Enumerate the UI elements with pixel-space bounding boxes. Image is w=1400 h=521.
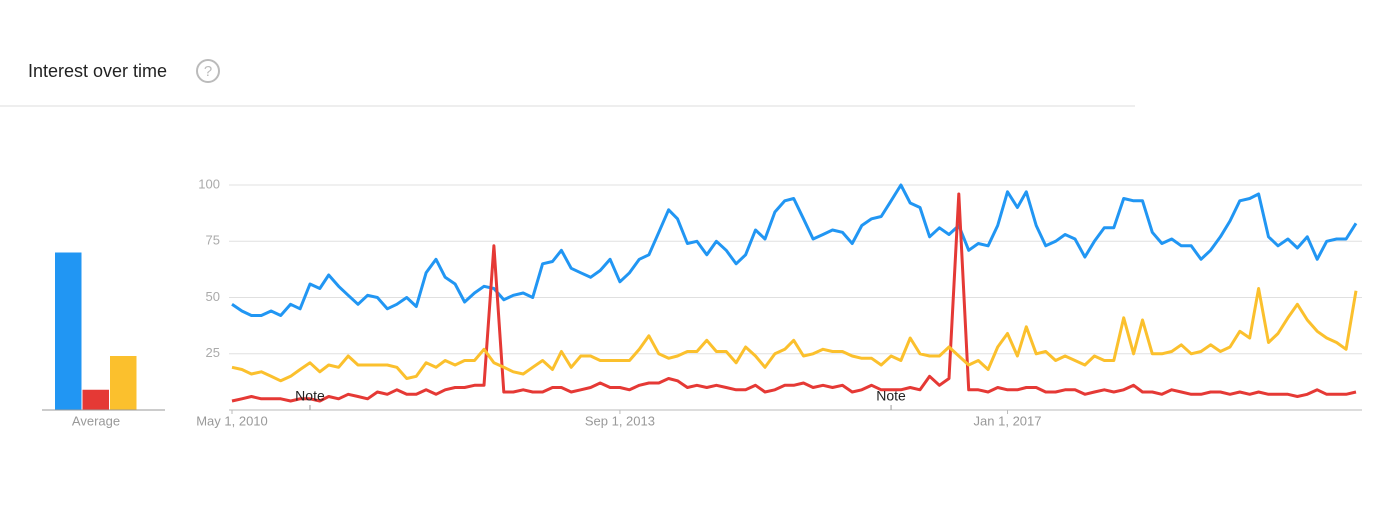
y-tick-label: 25 bbox=[206, 345, 220, 360]
average-bar bbox=[55, 252, 82, 410]
annotation: Note bbox=[295, 388, 325, 404]
x-tick-label: Sep 1, 2013 bbox=[585, 413, 655, 428]
y-tick-label: 75 bbox=[206, 233, 220, 248]
annotation: Note bbox=[876, 388, 906, 404]
series-line bbox=[231, 287, 1358, 383]
average-label: Average bbox=[72, 413, 120, 428]
y-tick-label: 50 bbox=[206, 289, 220, 304]
help-icon[interactable] bbox=[196, 59, 220, 83]
x-tick-label: Jan 1, 2017 bbox=[974, 413, 1042, 428]
title: Interest over time bbox=[28, 61, 167, 81]
y-tick-label: 100 bbox=[198, 176, 220, 191]
series-line bbox=[231, 183, 1358, 317]
x-tick-label: May 1, 2010 bbox=[196, 413, 268, 428]
average-bar bbox=[110, 356, 137, 410]
series-line bbox=[231, 192, 1357, 403]
help-icon-text[interactable]: ? bbox=[204, 63, 212, 80]
average-bar bbox=[82, 389, 109, 410]
